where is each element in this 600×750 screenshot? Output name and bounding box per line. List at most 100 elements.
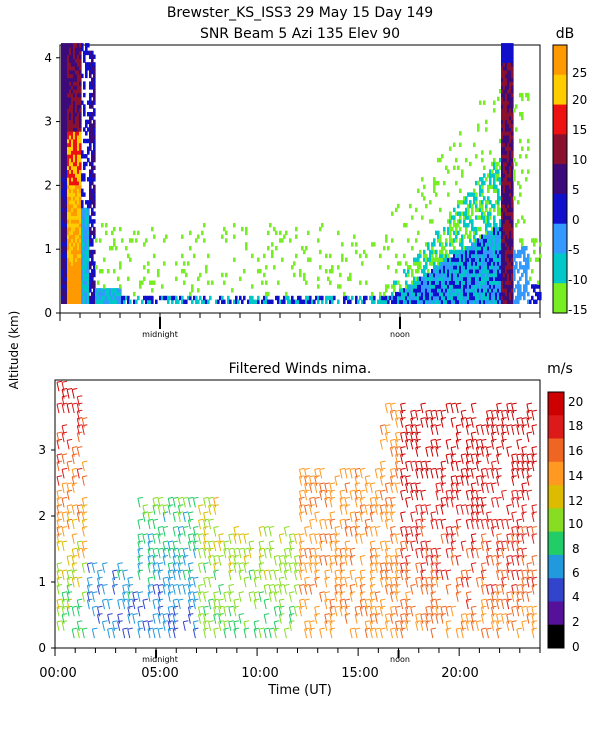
snr-cell — [73, 89, 76, 94]
wind-barb — [410, 607, 414, 617]
wind-barb-flag — [62, 598, 68, 601]
snr-cell — [75, 104, 78, 109]
snr-cell — [63, 69, 66, 75]
snr-cell — [511, 135, 514, 140]
snr-cell — [69, 188, 72, 193]
wind-barb-flag — [370, 511, 376, 514]
snr-cell — [141, 299, 144, 304]
snr-cell — [505, 138, 508, 144]
snr-cell — [427, 295, 430, 301]
wind-barb — [182, 512, 186, 523]
wind-barb-flag — [67, 504, 73, 507]
snr-cell — [395, 253, 398, 259]
snr-cell — [65, 66, 68, 71]
snr-cell — [79, 73, 82, 79]
snr-cell — [509, 280, 512, 285]
wind-barb-flag — [329, 482, 335, 485]
snr-cell — [485, 249, 488, 255]
snr-cell — [67, 257, 70, 262]
wind-barb-flag — [400, 453, 406, 456]
wind-barb — [304, 527, 308, 537]
snr-cell — [61, 81, 64, 86]
snr-cell — [519, 192, 522, 197]
snr-cell — [287, 295, 290, 301]
snr-cell — [411, 280, 414, 285]
snr-cell — [457, 249, 460, 255]
wind-barb — [440, 534, 444, 544]
snr-cell — [73, 73, 76, 79]
wind-barb — [127, 614, 131, 624]
wind-barb — [213, 527, 217, 537]
snr-colorbar-swatch — [553, 193, 567, 225]
snr-cell — [505, 169, 508, 174]
snr-cell — [423, 299, 426, 304]
snr-cell — [449, 230, 452, 236]
wind-barb-flag — [183, 496, 189, 499]
snr-cell — [501, 230, 504, 236]
snr-cell — [497, 269, 500, 274]
snr-cell — [243, 269, 246, 274]
snr-cell — [195, 238, 198, 243]
wind-barb-flag — [168, 605, 174, 608]
wind-barb — [309, 498, 313, 508]
snr-cell — [513, 177, 516, 182]
wind-barb — [81, 418, 85, 428]
snr-cell — [477, 295, 480, 301]
wind-barb — [369, 570, 373, 581]
snr-cell — [371, 291, 374, 297]
snr-cell — [441, 154, 444, 159]
snr-cell — [67, 146, 70, 151]
wind-barb — [395, 621, 398, 631]
snr-cell — [441, 249, 444, 255]
snr-cell — [467, 280, 470, 285]
wind-barb — [324, 483, 328, 494]
snr-cell — [79, 54, 82, 59]
snr-cell — [519, 92, 522, 98]
snr-cell — [503, 69, 506, 75]
snr-cell — [503, 180, 506, 186]
snr-cell — [67, 157, 70, 163]
snr-cell — [493, 257, 496, 262]
snr-cell — [195, 299, 198, 304]
snr-cell — [493, 219, 496, 224]
wind-barb-flag — [67, 511, 73, 514]
figure-title: Brewster_KS_ISS3 29 May 15 Day 149 — [167, 5, 433, 21]
wind-barb-flag — [147, 576, 154, 579]
wind-barb-flag — [314, 475, 320, 478]
snr-cell — [511, 66, 514, 71]
wind-barb-flag — [329, 496, 335, 499]
wind-barb-flag — [395, 576, 401, 579]
wind-barb — [172, 621, 176, 631]
snr-cell — [85, 200, 88, 205]
snr-cell — [505, 115, 508, 121]
snr-cell — [73, 123, 76, 128]
wind-barb — [56, 491, 60, 501]
wind-barb-flag — [269, 627, 275, 630]
snr-cell — [113, 269, 116, 274]
wind-barb-flag — [82, 460, 88, 463]
snr-cell — [71, 261, 74, 266]
wind-barb — [142, 599, 146, 610]
snr-cell — [65, 73, 68, 79]
snr-cell — [71, 265, 74, 270]
snr-cell — [65, 89, 68, 94]
wind-barb — [395, 578, 398, 588]
snr-cell — [73, 192, 76, 197]
wind-barb — [405, 432, 409, 443]
snr-cell — [133, 230, 136, 236]
wind-barb — [334, 549, 338, 559]
snr-cell — [501, 146, 504, 151]
snr-cell — [69, 154, 72, 159]
snr-cell — [495, 234, 498, 239]
wind-barb — [379, 541, 383, 552]
snr-cell — [63, 89, 66, 94]
snr-cell — [89, 115, 92, 121]
wind-barb — [172, 512, 176, 523]
wind-barb — [470, 483, 474, 494]
snr-cell — [387, 265, 390, 270]
snr-cell — [497, 265, 500, 270]
wind-barb — [218, 614, 222, 624]
wind-barb — [299, 599, 302, 610]
snr-cell — [477, 249, 480, 255]
